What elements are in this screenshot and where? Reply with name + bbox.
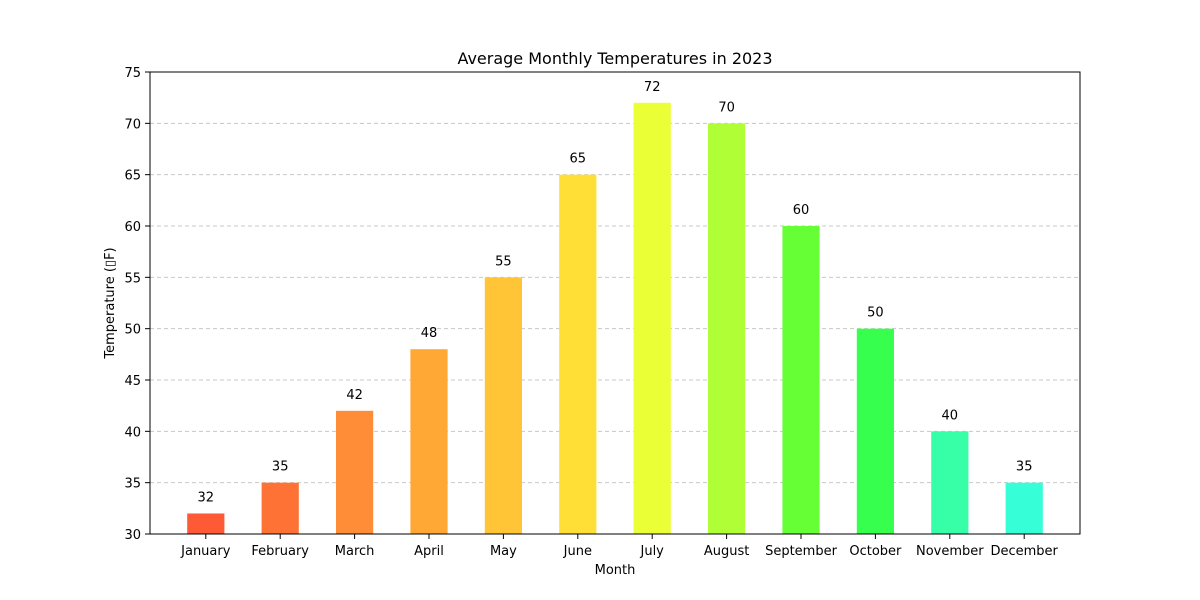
x-tick-label: March [335, 544, 375, 559]
y-tick-label: 60 [124, 220, 141, 235]
bar-december [1005, 482, 1043, 534]
x-tick-label: January [180, 544, 231, 559]
y-tick-label: 50 [124, 323, 141, 338]
bar-january [187, 513, 225, 534]
y-tick-label: 45 [124, 374, 141, 389]
x-tick-label: July [640, 544, 665, 559]
bar-march [336, 410, 374, 534]
bar-october [856, 328, 894, 534]
x-tick-label: August [704, 544, 750, 559]
x-tick-label: April [414, 544, 444, 559]
bar-may [484, 277, 522, 534]
data-label-october: 50 [867, 306, 884, 321]
y-axis-label: Temperature (▯F) [103, 247, 118, 359]
data-label-november: 40 [942, 408, 959, 423]
data-label-june: 65 [570, 152, 587, 167]
chart-title: Average Monthly Temperatures in 2023 [457, 49, 772, 68]
y-tick-label: 55 [124, 271, 141, 286]
bar-july [633, 102, 671, 535]
y-tick-label: 75 [124, 66, 141, 81]
bar-august [708, 123, 746, 534]
data-label-september: 60 [793, 203, 810, 218]
data-label-april: 48 [421, 326, 438, 341]
x-tick-label: February [251, 544, 309, 559]
bar-february [261, 482, 299, 534]
bar-november [931, 431, 969, 534]
x-tick-label: May [490, 544, 517, 559]
data-label-february: 35 [272, 460, 289, 475]
x-axis-ticks: January February March April May June July Augu… [180, 534, 1059, 559]
data-label-december: 35 [1016, 460, 1033, 475]
data-labels: 32 35 42 48 55 65 72 70 60 50 40 35 [198, 80, 1033, 506]
y-tick-label: 70 [124, 117, 141, 132]
bar-september [782, 226, 820, 534]
x-tick-label: September [765, 544, 838, 559]
data-label-july: 72 [644, 80, 661, 95]
y-tick-label: 40 [124, 425, 141, 440]
bar-april [410, 349, 448, 534]
plot-frame [149, 71, 1081, 535]
y-tick-label: 35 [124, 477, 141, 492]
y-tick-label: 30 [124, 528, 141, 543]
grid-lines [150, 122, 1080, 484]
bar-june [559, 174, 597, 534]
y-tick-label: 65 [124, 169, 141, 184]
x-axis-label: Month [595, 563, 636, 578]
data-label-march: 42 [346, 388, 363, 403]
x-tick-label: December [990, 544, 1058, 559]
data-label-august: 70 [718, 100, 735, 115]
x-tick-label: October [849, 544, 902, 559]
data-label-january: 32 [198, 490, 215, 505]
data-label-may: 55 [495, 254, 512, 269]
y-axis-ticks: 30 35 40 45 50 55 60 65 70 75 [124, 66, 150, 543]
bars [187, 102, 1043, 535]
x-tick-label: June [563, 544, 592, 559]
x-tick-label: November [916, 544, 984, 559]
